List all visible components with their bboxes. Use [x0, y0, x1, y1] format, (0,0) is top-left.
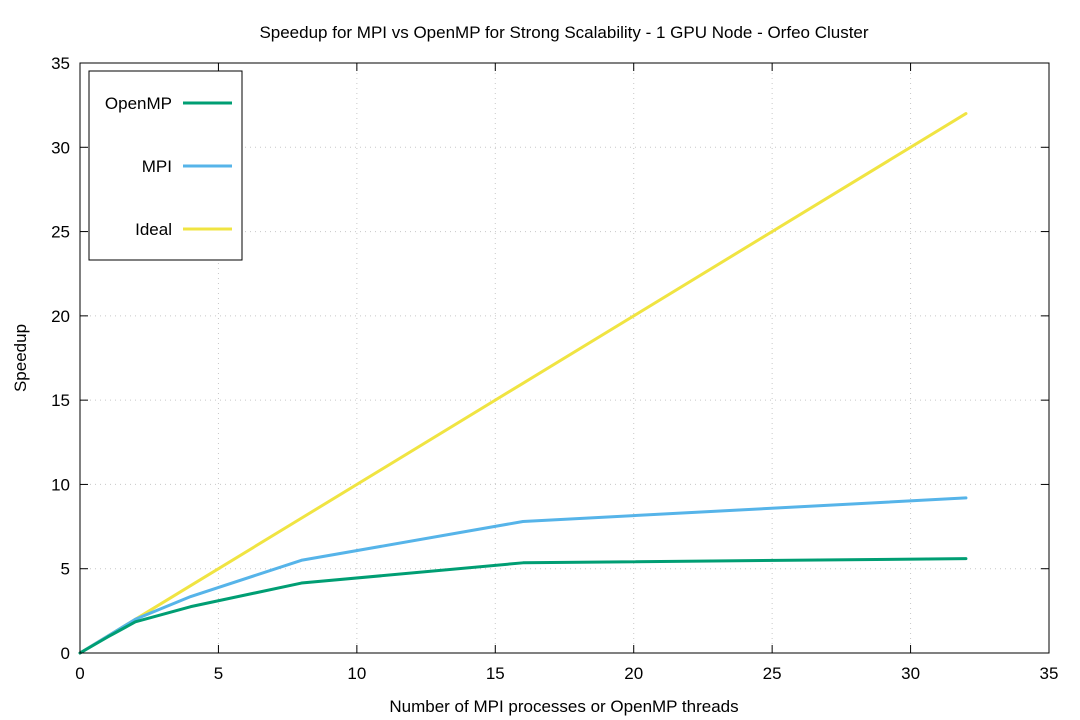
- series-line-openmp: [78, 557, 968, 655]
- legend: OpenMP MPI Ideal: [88, 70, 243, 261]
- x-axis-label: Number of MPI processes or OpenMP thread…: [389, 697, 738, 716]
- legend-label-openmp: OpenMP: [105, 94, 172, 113]
- y-tick-label: 5: [61, 560, 70, 579]
- legend-label-mpi: MPI: [142, 157, 172, 176]
- series-lines: [78, 112, 968, 655]
- y-tick-label: 25: [51, 223, 70, 242]
- x-tick-label: 20: [624, 664, 643, 683]
- y-tick-label: 10: [51, 475, 70, 494]
- y-tick-label: 30: [51, 138, 70, 157]
- x-tick-label: 25: [763, 664, 782, 683]
- y-axis-label: Speedup: [11, 324, 30, 392]
- y-tick-label: 35: [51, 54, 70, 73]
- grid-lines: [80, 63, 1049, 653]
- chart-title: Speedup for MPI vs OpenMP for Strong Sca…: [259, 23, 868, 42]
- series-line-mpi: [78, 496, 968, 655]
- x-tick-label: 5: [214, 664, 223, 683]
- axis-ticks: 0 5 10 15 20 25 30 35 0 5 10 15 20 25 30 35: [51, 54, 1058, 683]
- x-tick-label: 30: [901, 664, 920, 683]
- x-tick-label: 35: [1040, 664, 1059, 683]
- legend-label-ideal: Ideal: [135, 220, 172, 239]
- x-tick-label: 15: [486, 664, 505, 683]
- y-tick-label: 20: [51, 307, 70, 326]
- x-tick-label: 0: [75, 664, 84, 683]
- y-tick-label: 0: [61, 644, 70, 663]
- plot-frame: [79, 62, 1050, 654]
- y-tick-label: 15: [51, 391, 70, 410]
- x-tick-label: 10: [347, 664, 366, 683]
